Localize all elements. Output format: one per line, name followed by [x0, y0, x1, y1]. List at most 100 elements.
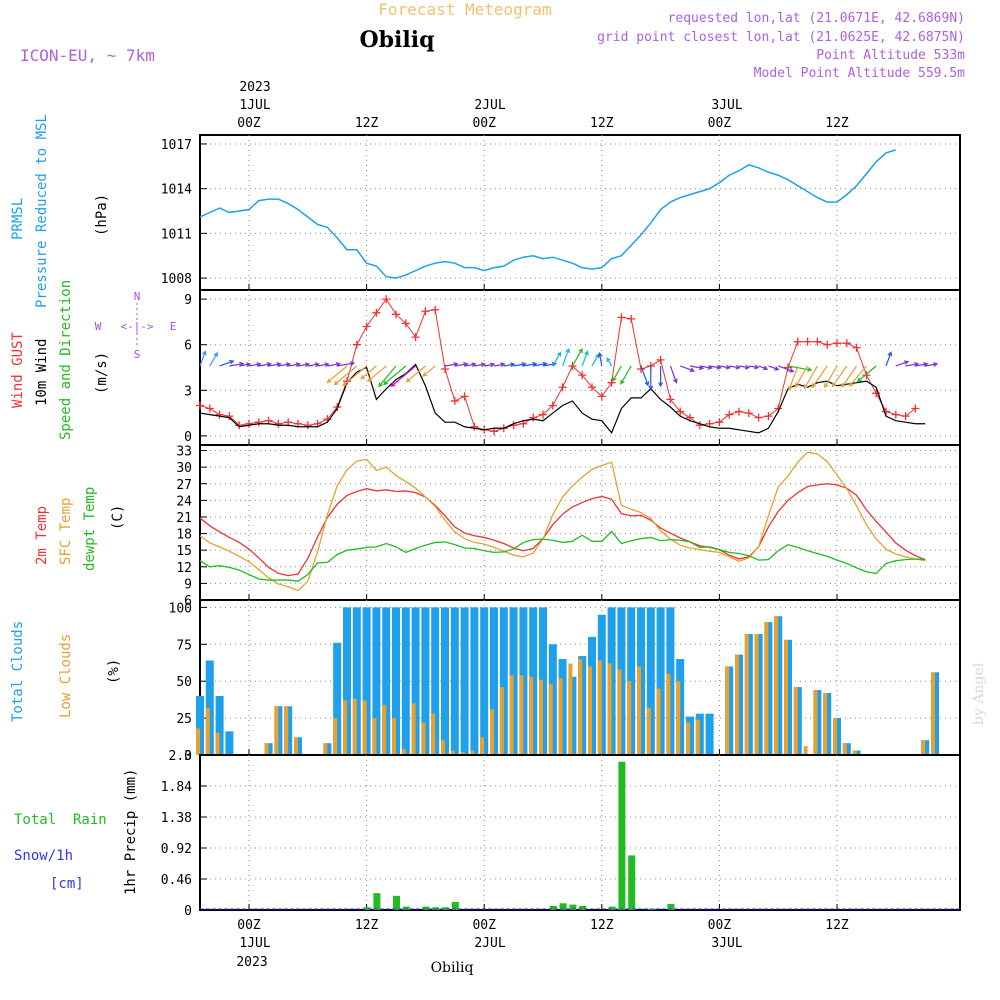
- low-cloud-bar: [793, 687, 798, 755]
- total-cloud-bar: [499, 607, 508, 755]
- total-cloud-bar: [372, 607, 381, 755]
- wind-panel: 0 3 6 9: [184, 290, 961, 446]
- y-tick-label: 50: [176, 675, 192, 690]
- wind-direction-arrow: [777, 365, 795, 373]
- cloud-panel-labels: Total Clouds Low Clouds (%): [10, 621, 122, 722]
- wind-direction-arrow: [925, 362, 939, 367]
- pressure-panel: 1008 1011 1014 1017: [161, 134, 961, 291]
- gust-marker: [529, 413, 538, 422]
- wind-direction-arrow: [562, 347, 570, 367]
- low-cloud-bar: [637, 666, 641, 755]
- wind-direction-arrow: [219, 359, 235, 367]
- y-tick-label: 1.84: [161, 780, 192, 795]
- snow-label: Snow/1h: [14, 848, 73, 864]
- wind-direction-arrow: [811, 365, 828, 389]
- gust-marker: [725, 410, 734, 419]
- temp-unit: (C): [110, 505, 126, 530]
- y-tick-label: 1008: [161, 272, 192, 287]
- y-tick-label: 1.38: [161, 811, 192, 826]
- low-cloud-bar: [754, 633, 759, 755]
- compass-mid: <-|->: [120, 320, 153, 333]
- low-cloud-bar: [490, 709, 494, 755]
- gust-marker: [666, 395, 675, 404]
- low-cloud-bar: [421, 722, 426, 755]
- precip-frame: [199, 754, 961, 911]
- low-cloud-bar: [627, 681, 632, 755]
- y-tick-label: 6: [184, 339, 192, 354]
- top-time-label: 12Z: [825, 116, 849, 131]
- wind-direction-arrow: [794, 365, 809, 388]
- gust-marker: [382, 295, 391, 304]
- total-cloud-bar: [450, 607, 459, 755]
- rain-bar: [559, 903, 567, 910]
- model-altitude: Model Point Altitude 559.5m: [754, 66, 965, 81]
- model-label: ICON-EU, ~ 7km: [20, 46, 155, 65]
- bottom-date-label: 2JUL: [474, 936, 505, 951]
- y-tick-label: 9: [184, 293, 192, 308]
- low-cloud-bar: [323, 743, 328, 755]
- top-time-label: 00Z: [472, 116, 496, 131]
- wind-direction-arrow: [360, 365, 377, 380]
- gust-marker: [833, 339, 841, 348]
- wind-direction-arrow: [474, 362, 486, 368]
- wind-direction-arrow: [648, 365, 654, 391]
- low-cloud-bar: [852, 750, 857, 755]
- low-cloud-bar: [372, 718, 377, 755]
- y-tick-label: 6: [184, 594, 192, 609]
- gust-marker: [764, 412, 773, 421]
- gust-marker: [627, 314, 636, 323]
- gust-marker: [352, 340, 361, 349]
- wind-direction-arrow: [405, 365, 426, 383]
- dewpt-line: [199, 530, 926, 582]
- y-tick-label: 24: [176, 494, 192, 509]
- wind-direction-arrow: [787, 365, 813, 372]
- low-cloud-bar: [480, 737, 485, 755]
- rain-bar: [451, 901, 459, 910]
- gust-marker: [588, 383, 596, 392]
- low-cloud-bar: [343, 700, 347, 755]
- wind-direction-arrow: [484, 362, 496, 368]
- low-cloud-bar: [646, 707, 651, 755]
- y-tick-label: 25: [176, 712, 192, 727]
- total-cloud-bar: [646, 607, 655, 755]
- low-cloud-bar: [774, 616, 779, 755]
- compass-e: E: [170, 320, 177, 333]
- gust-marker: [891, 410, 900, 419]
- sfc-temp-line: [199, 451, 926, 592]
- y-tick-label: 0: [184, 749, 192, 764]
- low-cloud-bar: [842, 743, 847, 755]
- low-cloud-bar: [735, 654, 739, 755]
- rain-bar: [667, 903, 675, 910]
- wind-direction-label: Speed and Direction: [58, 280, 74, 440]
- rain-bar: [422, 906, 430, 910]
- low-cloud-bar: [382, 704, 387, 755]
- low-cloud-bar: [833, 718, 837, 755]
- wind-direction-arrow: [199, 350, 207, 367]
- total-cloud-bar: [705, 713, 714, 755]
- wind-direction-arrow: [297, 362, 311, 368]
- total-cloud-bar: [225, 731, 234, 755]
- y-tick-label: 0.92: [161, 842, 192, 857]
- bottom-time-label: 12Z: [825, 918, 849, 933]
- wind-direction-arrow: [333, 365, 358, 386]
- gust-marker: [617, 313, 626, 322]
- wind-direction-arrow: [239, 362, 252, 368]
- low-cloud-bar: [803, 746, 808, 755]
- y-tick-label: 18: [176, 528, 192, 543]
- low-cloud-bar: [676, 681, 681, 755]
- total-cloud-bar: [441, 607, 449, 755]
- y-tick-label: 75: [176, 638, 192, 653]
- compass-n: N: [134, 290, 141, 303]
- rain-bar: [569, 904, 577, 910]
- y-tick-label: 30: [176, 461, 192, 476]
- y-tick-label: 12: [176, 561, 192, 576]
- low-cloud-bar: [784, 639, 788, 755]
- gust-marker: [235, 421, 244, 430]
- top-time-label: 12Z: [590, 116, 614, 131]
- wind-direction-arrow: [317, 362, 330, 368]
- chart-title: Obiliq: [359, 27, 434, 53]
- rain-bar: [608, 906, 616, 910]
- low-cloud-bar: [921, 740, 926, 755]
